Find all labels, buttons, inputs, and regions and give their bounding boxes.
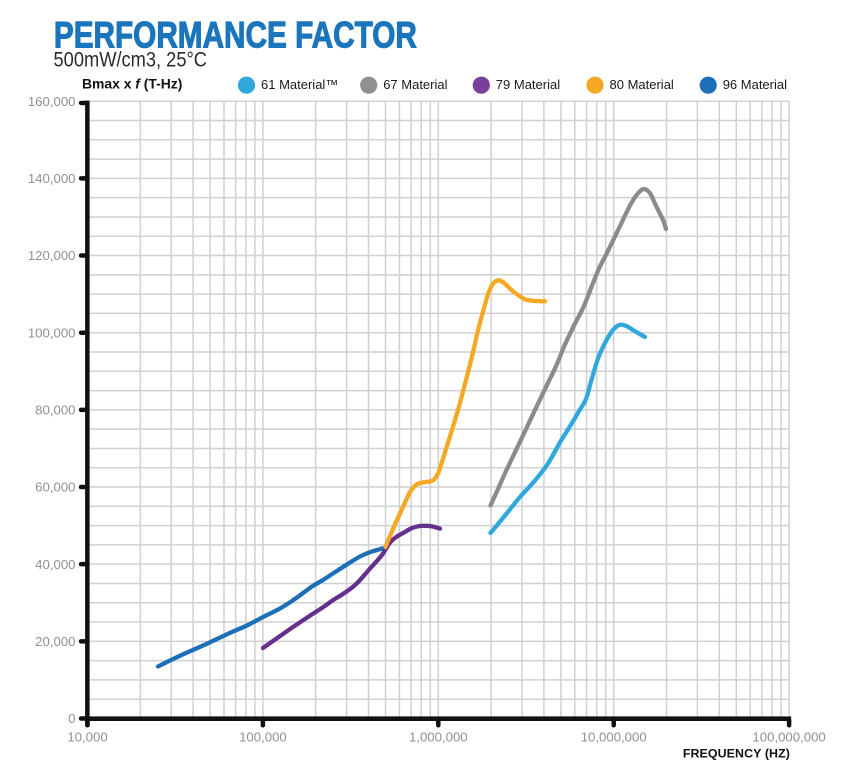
svg-text:79 Material: 79 Material: [496, 77, 560, 92]
svg-text:96 Material: 96 Material: [723, 77, 787, 92]
svg-text:100,000: 100,000: [239, 730, 287, 745]
svg-text:10,000,000: 10,000,000: [581, 730, 647, 745]
svg-text:120,000: 120,000: [28, 248, 76, 263]
svg-text:100,000,000: 100,000,000: [752, 730, 825, 745]
svg-text:61 Material™: 61 Material™: [261, 77, 338, 92]
svg-text:20,000: 20,000: [35, 634, 75, 649]
svg-text:0: 0: [68, 711, 75, 726]
svg-text:100,000: 100,000: [28, 325, 76, 340]
svg-text:PERFORMANCE FACTOR: PERFORMANCE FACTOR: [54, 15, 417, 56]
svg-text:40,000: 40,000: [35, 557, 75, 572]
svg-text:80 Material: 80 Material: [610, 77, 674, 92]
svg-text:1,000,000: 1,000,000: [409, 730, 468, 745]
svg-text:10,000: 10,000: [67, 730, 107, 745]
svg-text:160,000: 160,000: [28, 94, 76, 109]
svg-text:FREQUENCY (HZ): FREQUENCY (HZ): [683, 747, 790, 761]
svg-text:140,000: 140,000: [28, 171, 76, 186]
svg-text:80,000: 80,000: [35, 403, 75, 418]
svg-text:500mW/cm3, 25°C: 500mW/cm3, 25°C: [54, 48, 208, 72]
svg-text:60,000: 60,000: [35, 480, 75, 495]
svg-text:67 Material: 67 Material: [383, 77, 447, 92]
svg-text:Bmax x f (T-Hz): Bmax x f (T-Hz): [82, 76, 182, 92]
